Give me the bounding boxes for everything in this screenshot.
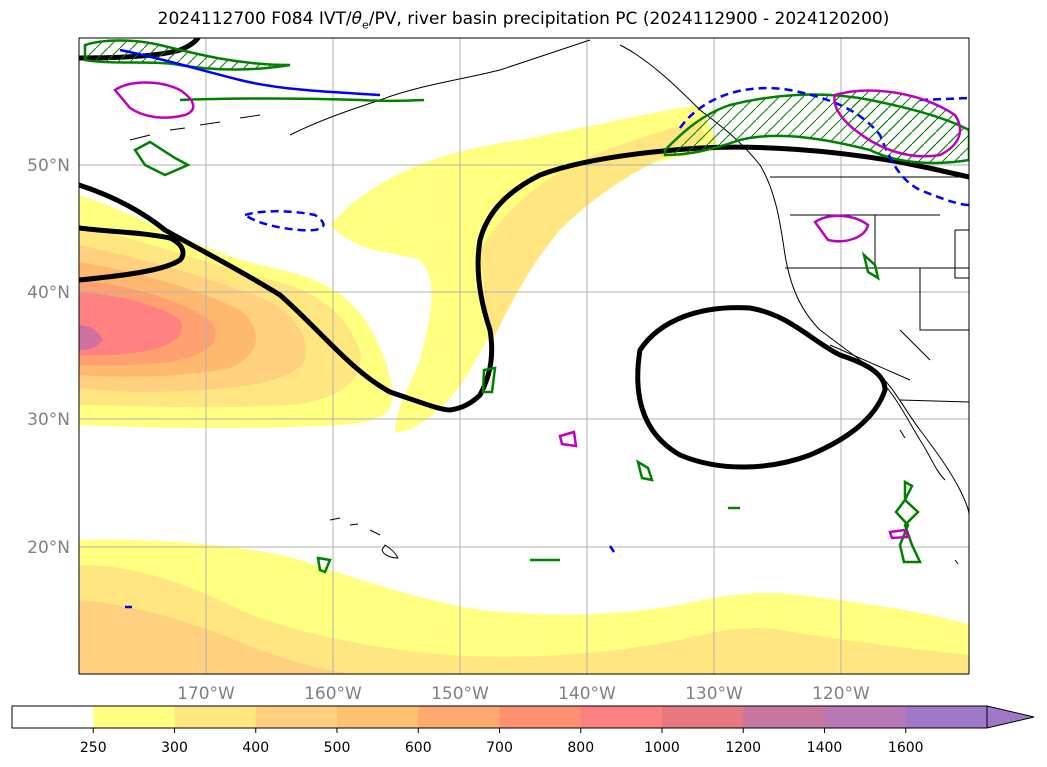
precip-contour-baja bbox=[888, 528, 910, 540]
theta-e-contour-ridge bbox=[79, 144, 969, 413]
colorbar-swatches bbox=[12, 706, 988, 728]
map-title: 2024112700 F084 IVT/θe/PV, river basin p… bbox=[0, 9, 1047, 31]
coastline-hawaii bbox=[329, 517, 399, 559]
lon-axis-labels: 170°W 160°W 150°W 140°W 130°W 120°W bbox=[177, 684, 870, 704]
colorbar-swatch bbox=[174, 706, 257, 728]
colorbar-labels: 250 300 400 500 600 700 800 1000 1200 1400 1600 bbox=[80, 728, 924, 756]
title-theta-sub: e bbox=[362, 18, 369, 32]
colorbar-swatch bbox=[743, 706, 825, 728]
pv-negative-north bbox=[119, 48, 381, 97]
pv-negative-dashed-far-north bbox=[919, 96, 969, 102]
pv-negative-small bbox=[125, 545, 616, 609]
title-suffix: /PV, river basin precipitation PC (20241… bbox=[368, 9, 890, 29]
ivt-south-300 bbox=[79, 565, 969, 674]
ivt-shading bbox=[79, 105, 969, 674]
precip-contour-northeast bbox=[833, 89, 962, 158]
coastline-alaska bbox=[289, 39, 591, 136]
colorbar-label: 700 bbox=[486, 740, 513, 756]
colorbar-label: 300 bbox=[161, 740, 188, 756]
pv-positive-small-3 bbox=[636, 459, 654, 482]
ivt-west-1200 bbox=[79, 325, 102, 350]
title-prefix: 2024112700 F084 IVT/ bbox=[157, 9, 352, 29]
pv-negative-dashed-west bbox=[242, 210, 325, 232]
lat-label-20: 20°N bbox=[27, 538, 70, 558]
lon-label-160w: 160°W bbox=[304, 684, 362, 704]
lon-label-120w: 120°W bbox=[812, 684, 870, 704]
coastline-baja bbox=[879, 379, 946, 481]
pv-positive-north-strip bbox=[179, 97, 425, 103]
colorbar-label: 1600 bbox=[888, 740, 924, 756]
colorbar-label: 800 bbox=[567, 740, 594, 756]
lat-label-30: 30°N bbox=[27, 410, 70, 430]
precip-contour-northwest bbox=[113, 81, 195, 119]
precip-contour-oregon bbox=[813, 214, 870, 243]
colorbar-swatch bbox=[499, 706, 582, 728]
title-theta: θ bbox=[351, 9, 362, 29]
theta-e-contour-loop bbox=[635, 305, 888, 470]
pv-positive-small-2 bbox=[481, 366, 497, 394]
colorbar-swatch bbox=[662, 706, 744, 728]
colorbar-swatch bbox=[418, 706, 500, 728]
pv-positive-small-1 bbox=[133, 140, 191, 177]
lon-label-150w: 150°W bbox=[431, 684, 489, 704]
ivt-west-800 bbox=[79, 292, 182, 356]
pv-positive-hatched-aleutian bbox=[83, 39, 291, 71]
pv-positive-small-7 bbox=[861, 251, 880, 281]
colorbar-label: 500 bbox=[324, 740, 351, 756]
lon-label-130w: 130°W bbox=[685, 684, 743, 704]
pv-positive-small-4 bbox=[316, 556, 332, 574]
colorbar-label: 1400 bbox=[807, 740, 843, 756]
colorbar-label: 400 bbox=[242, 740, 269, 756]
precip-contour-mid bbox=[558, 430, 578, 448]
theta-e-contour-trough bbox=[79, 225, 186, 283]
precip-contours bbox=[113, 81, 962, 540]
lat-label-40: 40°N bbox=[27, 283, 70, 303]
colorbar-swatch bbox=[93, 706, 175, 728]
colorbar: 250 300 400 500 600 700 800 1000 1200 1400 1600 bbox=[11, 705, 1035, 756]
pv-negative-dashed-northeast bbox=[678, 86, 969, 207]
colorbar-swatch bbox=[337, 706, 419, 728]
colorbar-swatch bbox=[824, 706, 907, 728]
lat-axis-labels: 50°N 40°N 30°N 20°N bbox=[27, 156, 70, 558]
colorbar-label: 600 bbox=[405, 740, 432, 756]
colorbar-swatch bbox=[12, 706, 94, 728]
colorbar-label: 1200 bbox=[725, 740, 761, 756]
colorbar-swatch bbox=[905, 706, 988, 728]
colorbar-extend-arrow bbox=[986, 705, 1035, 729]
lon-label-140w: 140°W bbox=[558, 684, 616, 704]
colorbar-label: 250 bbox=[80, 740, 107, 756]
coastline-mexico-islands bbox=[899, 429, 959, 565]
map-plot-area bbox=[79, 38, 969, 674]
colorbar-swatch bbox=[255, 706, 338, 728]
state-borders bbox=[785, 214, 969, 403]
map-frame bbox=[78, 37, 970, 675]
coastline-alaska-islands bbox=[129, 114, 261, 141]
colorbar-label: 1000 bbox=[644, 740, 680, 756]
ivt-south-400 bbox=[79, 600, 360, 674]
lat-label-50: 50°N bbox=[27, 156, 70, 176]
lon-label-170w: 170°W bbox=[177, 684, 235, 704]
pv-positive-baja bbox=[894, 479, 922, 564]
colorbar-swatch bbox=[580, 706, 663, 728]
